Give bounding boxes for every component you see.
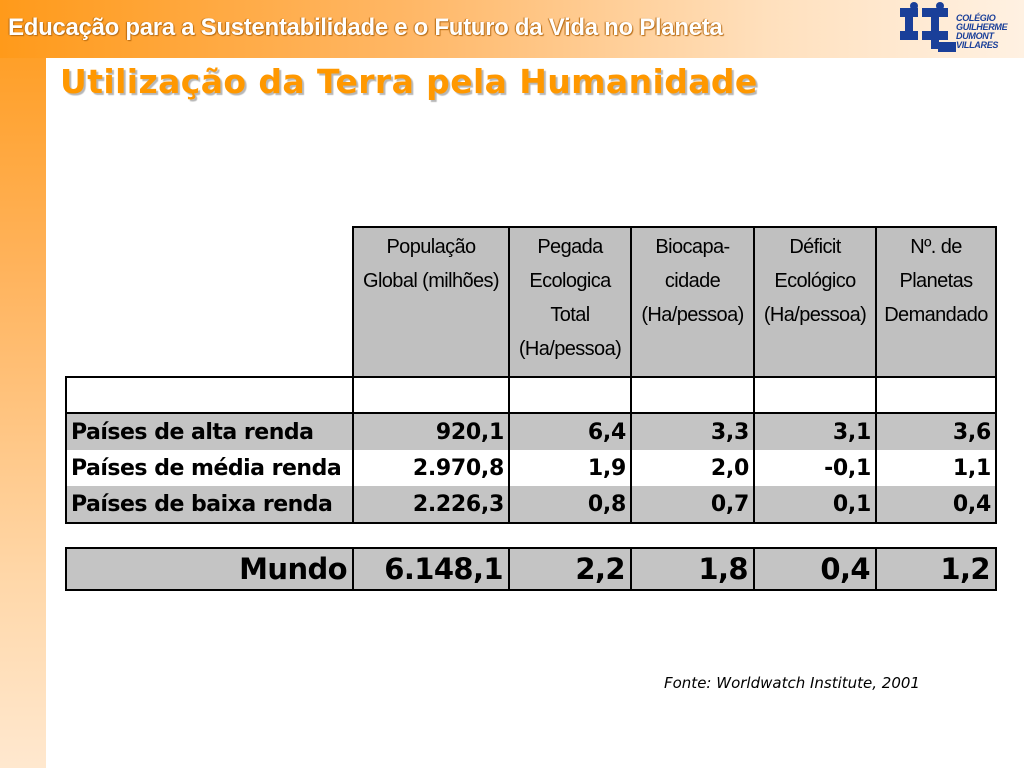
- cell-population: 920,1: [352, 413, 510, 450]
- cell-biocapacity: 3,3: [630, 413, 755, 450]
- header-line: Ecológico: [774, 270, 856, 292]
- header-line: Nº. de: [910, 236, 962, 258]
- header-biocapacity: Biocapa- cidade (Ha/pessoa): [630, 226, 755, 378]
- cell-planets: 0,4: [875, 486, 997, 524]
- logo-line: DUMONT: [956, 31, 994, 41]
- header-population: População Global (milhões): [352, 226, 510, 378]
- school-logo: [900, 2, 956, 52]
- header-line: cidade: [664, 270, 721, 292]
- table-row: Países de baixa renda 2.226,3 0,8 0,7 0,…: [65, 486, 997, 524]
- spacer-cell: [65, 376, 354, 414]
- cell-deficit: 3,1: [753, 413, 877, 450]
- top-banner: [0, 0, 1024, 58]
- cell-biocapacity: 0,7: [630, 486, 755, 524]
- header-blank-cell: [66, 227, 353, 377]
- cell-planets: 1,1: [875, 450, 997, 486]
- spacer-cell: [630, 376, 755, 414]
- header-line: População: [386, 236, 476, 258]
- world-population: 6.148,1: [352, 547, 510, 591]
- spacer-cell: [875, 376, 997, 414]
- header-line: Déficit: [789, 236, 841, 258]
- header-line: Global (milhões): [362, 270, 500, 292]
- header-line: (Ha/pessoa): [518, 338, 622, 360]
- header-line: Planetas: [899, 270, 973, 292]
- left-decorative-band: [0, 0, 46, 768]
- row-label: Países de baixa renda: [65, 486, 354, 524]
- header-line: Demandado: [884, 304, 988, 326]
- world-label: Mundo: [65, 547, 354, 591]
- header-line: (Ha/pessoa): [641, 304, 744, 326]
- spacer-cell: [753, 376, 877, 414]
- table-header-row: População Global (milhões) Pegada Ecolog…: [66, 226, 997, 378]
- spacer-cell: [352, 376, 510, 414]
- school-logo-text: COLÉGIO GUILHERME DUMONT VILLARES: [956, 14, 1024, 50]
- row-label: Países de alta renda: [65, 413, 354, 450]
- cell-population: 2.226,3: [352, 486, 510, 524]
- cell-planets: 3,6: [875, 413, 997, 450]
- cell-deficit: 0,1: [753, 486, 877, 524]
- logo-line: GUILHERME: [956, 22, 1008, 32]
- world-biocapacity: 1,8: [630, 547, 755, 591]
- world-footprint: 2,2: [508, 547, 632, 591]
- logo-line: VILLARES: [956, 40, 999, 50]
- table-row: Países de alta renda 920,1 6,4 3,3 3,1 3…: [65, 413, 997, 450]
- header-line: Biocapa-: [655, 236, 730, 258]
- logo-line: COLÉGIO: [956, 13, 996, 23]
- table-spacer-row: [65, 376, 997, 414]
- table-row: Países de média renda 2.970,8 1,9 2,0 -0…: [65, 450, 997, 486]
- land-use-table: População Global (milhões) Pegada Ecolog…: [65, 226, 997, 524]
- row-label: Países de média renda: [65, 450, 354, 486]
- world-row: Mundo 6.148,1 2,2 1,8 0,4 1,2: [65, 547, 997, 591]
- header-footprint: Pegada Ecologica Total (Ha/pessoa): [508, 226, 632, 378]
- cell-footprint: 1,9: [508, 450, 632, 486]
- spacer-cell: [508, 376, 632, 414]
- header-line: Pegada: [537, 236, 603, 258]
- cell-biocapacity: 2,0: [630, 450, 755, 486]
- source-citation: Fonte: Worldwatch Institute, 2001: [664, 674, 920, 692]
- header-deficit: Déficit Ecológico (Ha/pessoa): [753, 226, 877, 378]
- header-line: Total: [550, 304, 590, 326]
- slide-title: Utilização da Terra pela Humanidade: [60, 62, 758, 101]
- world-planets: 1,2: [875, 547, 997, 591]
- world-total-table: Mundo 6.148,1 2,2 1,8 0,4 1,2: [65, 547, 997, 591]
- cell-footprint: 0,8: [508, 486, 632, 524]
- banner-title: Educação para a Sustentabilidade e o Fut…: [8, 14, 723, 41]
- world-deficit: 0,4: [753, 547, 877, 591]
- header-planets: Nº. de Planetas Demandado: [875, 226, 997, 378]
- cell-population: 2.970,8: [352, 450, 510, 486]
- cell-footprint: 6,4: [508, 413, 632, 450]
- header-line: (Ha/pessoa): [763, 304, 867, 326]
- header-line: Ecologica: [529, 270, 611, 292]
- cell-deficit: -0,1: [753, 450, 877, 486]
